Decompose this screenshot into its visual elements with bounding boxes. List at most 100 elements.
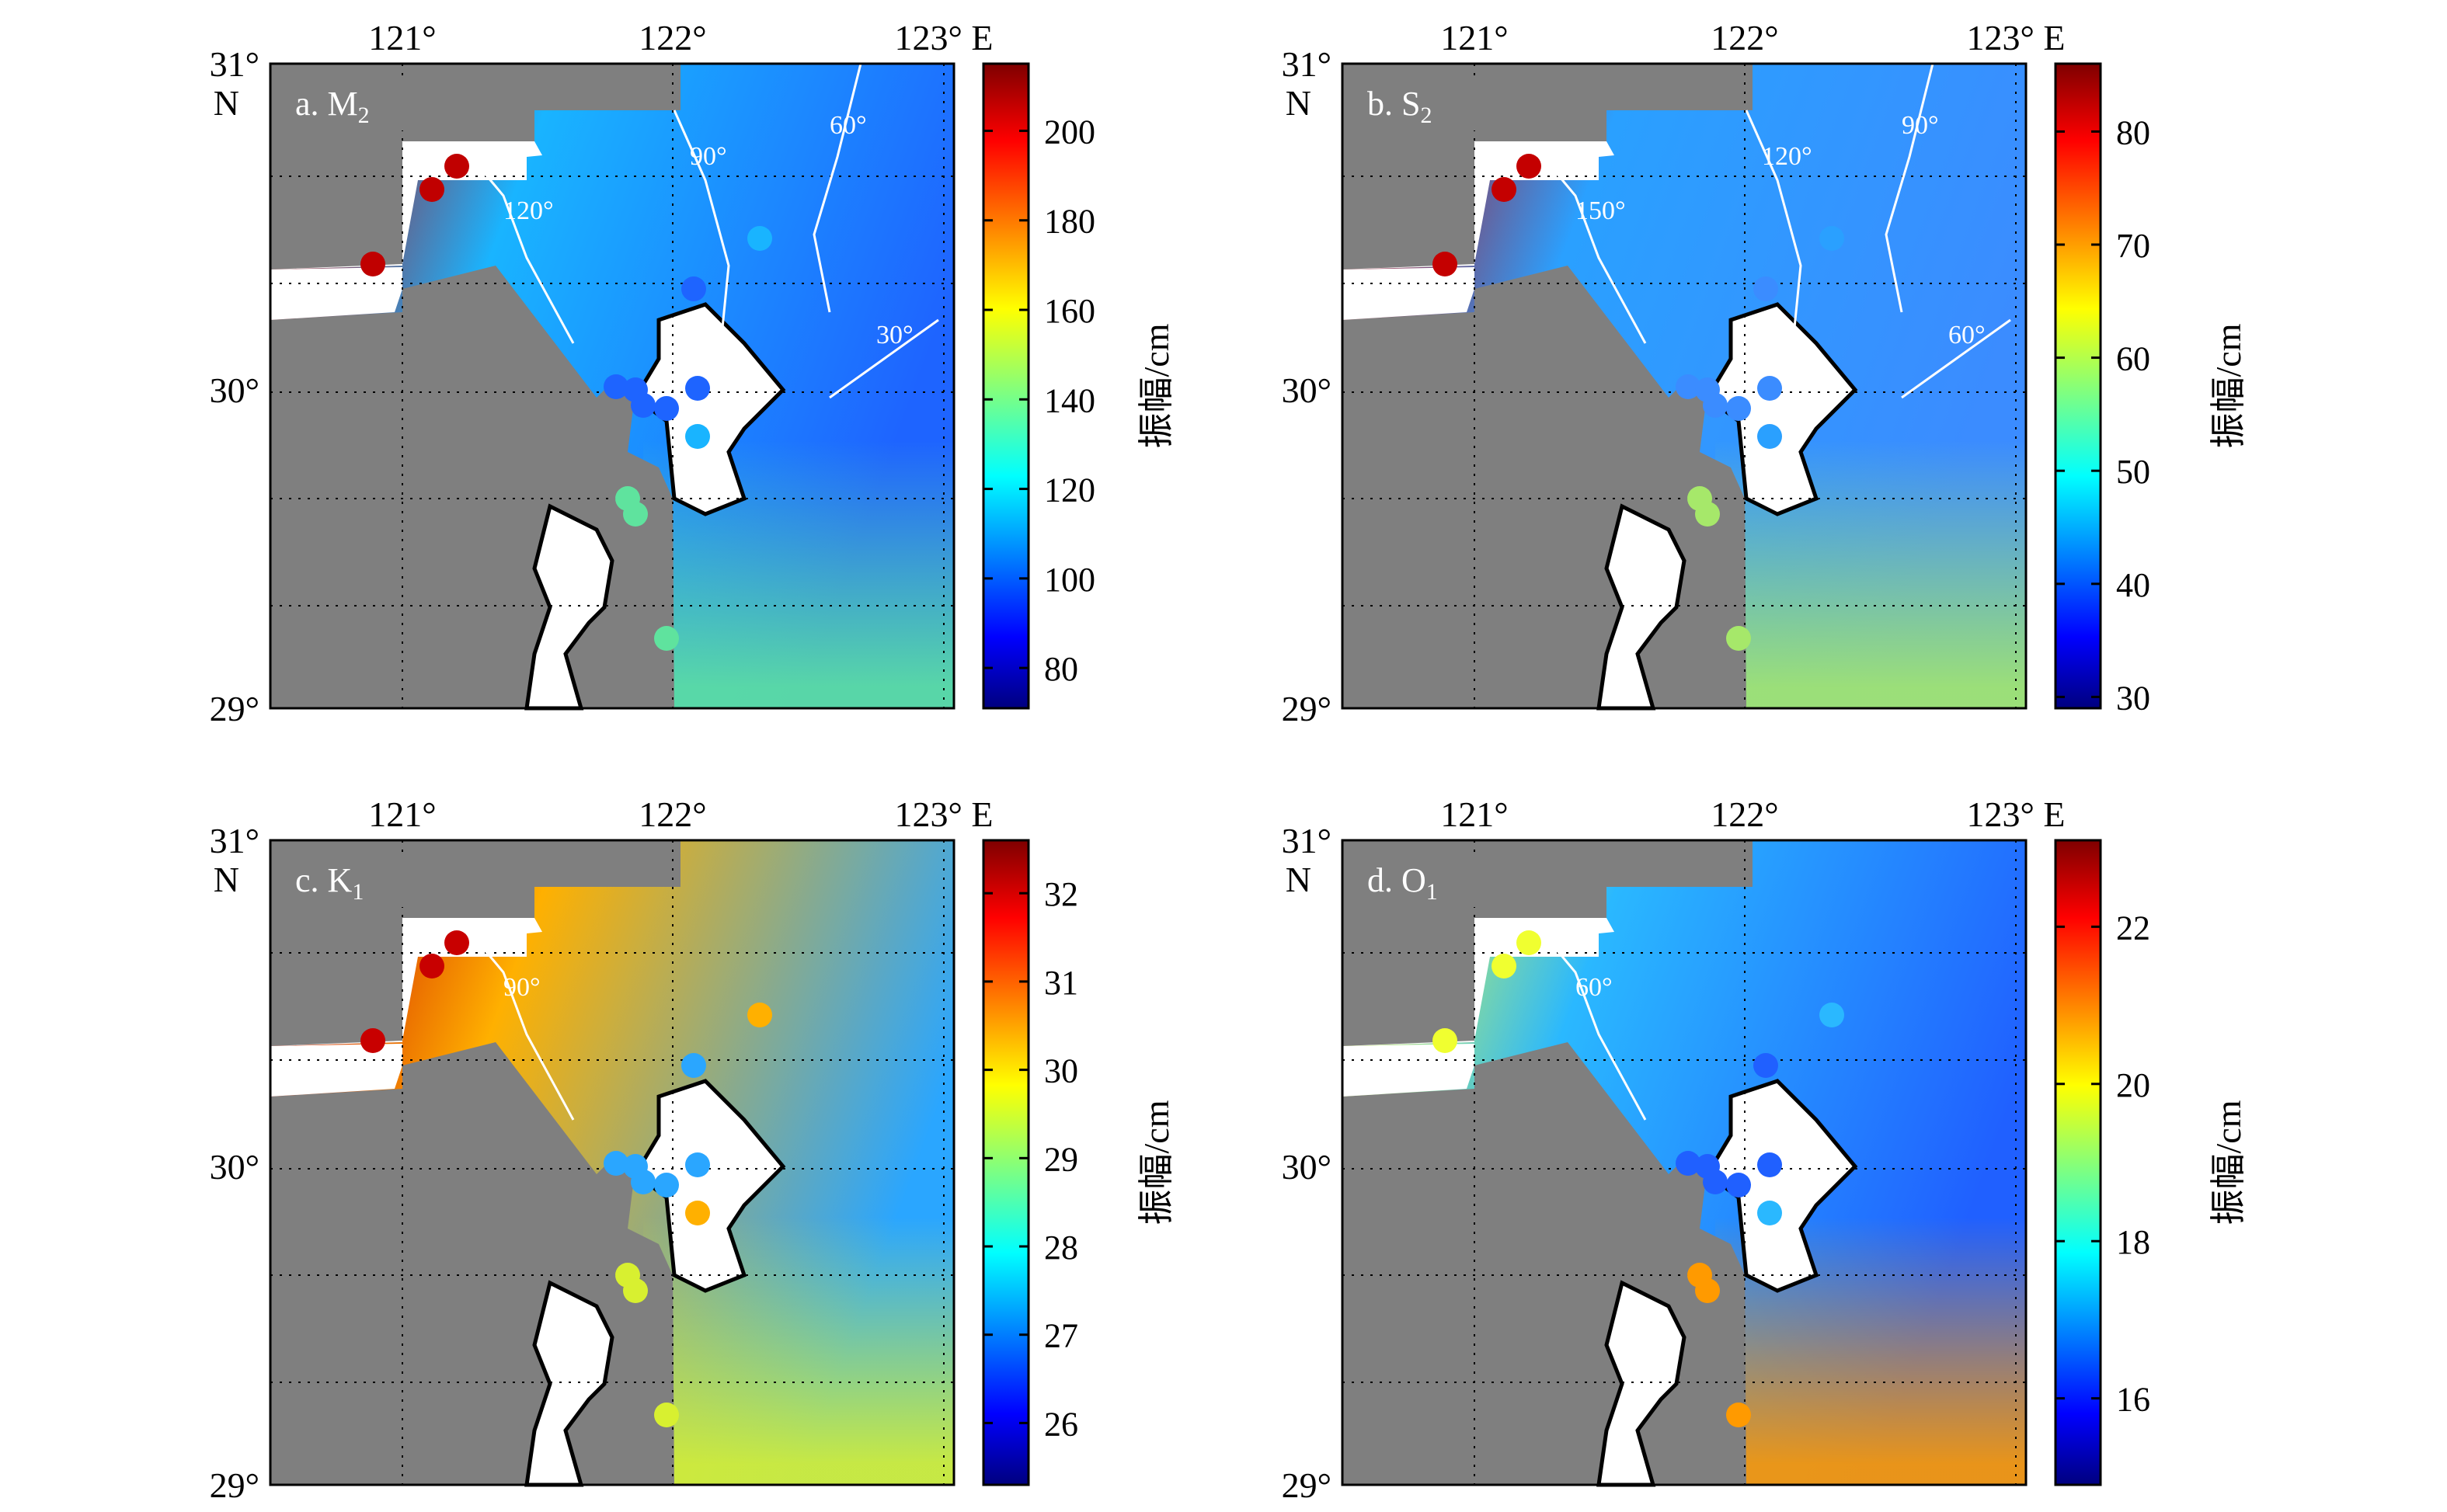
panel-label: c. K1 (295, 861, 364, 905)
lon-tick-label: 121° (368, 18, 436, 57)
station-marker (604, 374, 628, 399)
lon-tick-label: 122° (639, 18, 706, 57)
lat-tick-label: 29° (1282, 1465, 1331, 1505)
lat-tick-label: 29° (210, 689, 259, 728)
colorbar: 32 31 30 29 28 27 26 振幅/cm (982, 839, 1176, 1486)
colorbar-tick-label: 30 (2116, 679, 2150, 717)
station-marker (444, 154, 469, 179)
lat-tick-label: 30° (210, 370, 259, 410)
phase-contour (1901, 318, 2011, 399)
station-marker (623, 502, 648, 527)
station-marker (1819, 1003, 1844, 1027)
island-chain-south (1596, 1280, 1686, 1487)
colorbar-title: 振幅/cm (2209, 1100, 2248, 1225)
station-marker (1753, 1053, 1778, 1078)
phase-contour-label: 120° (503, 196, 554, 225)
lat-unit-label: N (214, 83, 239, 123)
colorbar-tick-label: 16 (2116, 1381, 2150, 1419)
estuary-channel-north (270, 141, 542, 269)
panel-label: a. M2 (295, 85, 370, 128)
phase-contour-label: 60° (1948, 321, 1986, 349)
phase-contour-label: 90° (690, 142, 727, 171)
lat-tick-label: 29° (210, 1465, 259, 1505)
station-marker (1432, 252, 1457, 276)
panel-label: d. O1 (1367, 861, 1438, 905)
station-marker (444, 930, 469, 955)
station-marker (685, 1152, 710, 1177)
lat-tick-label: 31° (210, 44, 259, 84)
colorbar-tick-label: 80 (2116, 113, 2150, 151)
lat-tick-label: 30° (210, 1147, 259, 1187)
panel-label-bg (289, 81, 406, 130)
station-marker (1676, 1151, 1700, 1176)
colorbar-scale (982, 62, 1030, 710)
station-marker (1819, 226, 1844, 251)
station-marker (1757, 376, 1782, 401)
phase-contour-label: 60° (830, 111, 867, 140)
lon-tick-label: 122° (1711, 794, 1778, 834)
station-marker (1726, 1403, 1751, 1427)
map-frame (1341, 839, 2028, 1486)
colorbar-tick-label: 32 (1044, 875, 1078, 913)
colorbar-tick-label: 29 (1044, 1140, 1078, 1178)
island-chain-south (524, 1280, 614, 1487)
station-marker (1757, 424, 1782, 449)
estuary-channel-north (1342, 918, 1614, 1046)
colorbar-title: 振幅/cm (1136, 323, 1176, 448)
station-marker (1492, 954, 1516, 978)
phase-contour-label: 30° (876, 321, 914, 349)
phase-contour-label: 90° (503, 973, 541, 1002)
colorbar-tick-label: 18 (2116, 1223, 2150, 1261)
station-marker (1726, 1173, 1751, 1197)
phase-contour-label: 60° (1575, 973, 1613, 1002)
station-marker (747, 1003, 772, 1027)
colorbar-tick-label: 40 (2116, 566, 2150, 604)
lat-tick-label: 31° (210, 821, 259, 860)
phase-contour (673, 109, 730, 344)
station-marker (1432, 1028, 1457, 1053)
colorbar-title: 振幅/cm (1136, 1100, 1176, 1225)
station-marker (1492, 177, 1516, 202)
phase-contour (463, 148, 575, 344)
estuary-channel-south (1342, 267, 1474, 320)
station-marker (654, 626, 679, 651)
phase-contour-label: 150° (1575, 196, 1626, 225)
phase-contour (1745, 109, 1802, 344)
panel-label: b. S2 (1367, 85, 1432, 128)
lon-tick-label: 122° (1711, 18, 1778, 57)
colorbar-tick-label: 50 (2116, 453, 2150, 491)
estuary-channel-south (1342, 1044, 1474, 1097)
station-marker (1516, 154, 1541, 179)
station-marker (654, 396, 679, 421)
estuary-channel-north (270, 918, 542, 1046)
colorbar-tick-label: 200 (1044, 113, 1095, 151)
lat-unit-label: N (1286, 860, 1311, 899)
colorbar-tick-label: 60 (2116, 340, 2150, 378)
lon-tick-label: 121° (1440, 794, 1508, 834)
island-chain-south (1596, 503, 1686, 711)
colorbar-tick-label: 28 (1044, 1229, 1078, 1267)
phase-contour (1885, 63, 1934, 313)
station-marker (1726, 626, 1751, 651)
station-marker (1757, 1201, 1782, 1225)
panel-label-bg (1361, 857, 1478, 907)
island-chain-south (524, 503, 614, 711)
lat-tick-label: 30° (1282, 1147, 1331, 1187)
station-marker (631, 1170, 656, 1194)
station-marker (419, 177, 444, 202)
phase-contour (1535, 925, 1647, 1121)
colorbar-tick-label: 70 (2116, 227, 2150, 265)
lon-tick-label: 123° E (895, 18, 994, 57)
map-panel-a: 120° 90° 60° 30° a. M2 121° 122° 123° E 31° 30° 29… (210, 18, 1176, 728)
lon-tick-label: 121° (368, 794, 436, 834)
colorbar-tick-label: 140 (1044, 381, 1095, 419)
station-marker (681, 1053, 706, 1078)
lon-tick-label: 121° (1440, 18, 1508, 57)
station-marker (631, 393, 656, 418)
lat-tick-label: 29° (1282, 689, 1331, 728)
station-marker (1695, 502, 1720, 527)
